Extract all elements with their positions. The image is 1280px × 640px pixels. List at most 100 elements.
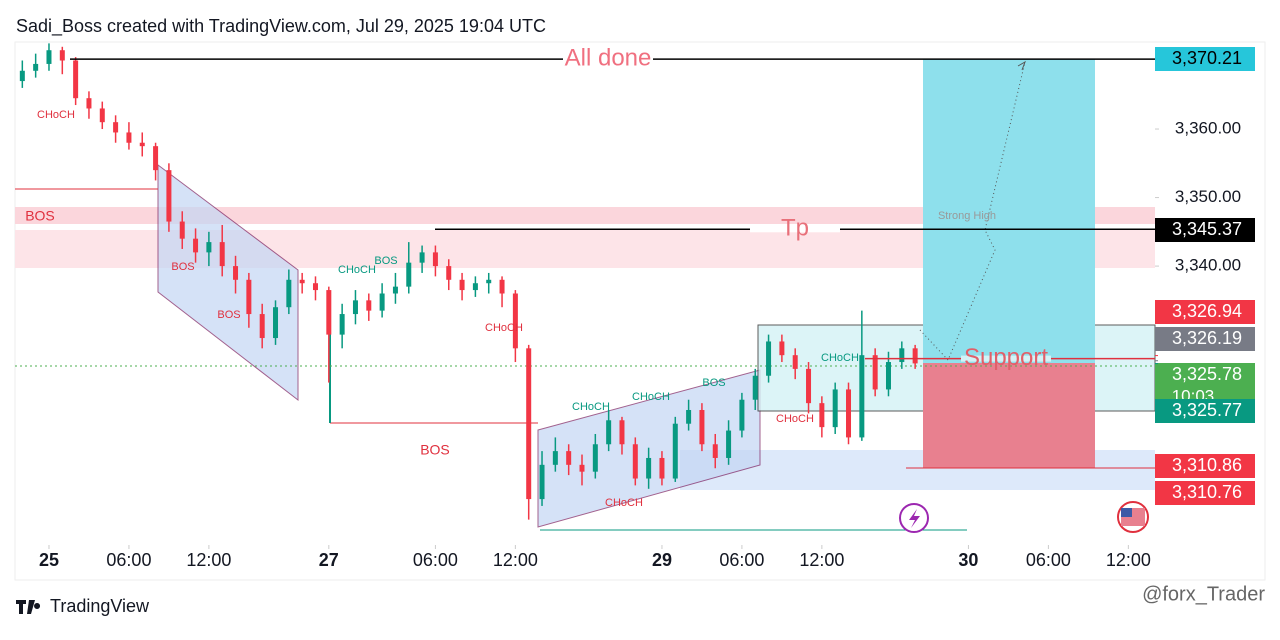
annotation: CHoCH	[632, 391, 670, 403]
x-tick-label: 12:00	[186, 550, 231, 570]
x-tick-label: 06:00	[106, 550, 151, 570]
candle-body	[912, 348, 918, 364]
y-tick-label: 3,360.00	[1175, 119, 1241, 138]
annotation: CHoCH	[338, 264, 376, 276]
price-label-bg	[1155, 218, 1255, 242]
price-label: 3,326.19	[1172, 328, 1242, 348]
price-label-bg	[1155, 481, 1255, 505]
candle-body	[312, 283, 318, 291]
candle-body	[286, 279, 292, 308]
candle-body	[19, 70, 25, 82]
channel	[157, 164, 299, 402]
x-tick-label: 06:00	[413, 550, 458, 570]
level-label: All done	[565, 44, 652, 71]
candle-body	[832, 389, 838, 428]
x-tick-label: 06:00	[1026, 550, 1071, 570]
candle-body	[486, 279, 492, 284]
stop-box	[923, 363, 1095, 468]
header: Sadi_Boss created with TradingView.com, …	[16, 16, 546, 37]
candle-body	[459, 279, 465, 291]
candle-body	[352, 300, 358, 315]
candle-body	[592, 444, 598, 472]
candle-body	[699, 409, 705, 445]
price-label-bg	[1155, 47, 1255, 71]
annotation: CHoCH	[821, 352, 859, 364]
annotation: BOS	[374, 255, 397, 267]
x-tick-label: 30	[958, 550, 978, 570]
x-tick-label: 06:00	[719, 550, 764, 570]
x-tick-label: 27	[319, 550, 339, 570]
price-label: 3,345.37	[1172, 219, 1242, 239]
candle-body	[446, 266, 452, 280]
candle-body	[552, 451, 558, 465]
candle-body	[366, 300, 372, 311]
candle-body	[273, 307, 279, 339]
candle-body	[419, 252, 425, 263]
candle-body	[33, 63, 39, 71]
price-label: 3,325.78	[1172, 364, 1242, 384]
candle-body	[872, 355, 878, 390]
candle-body	[233, 266, 239, 280]
candle-body	[579, 464, 585, 472]
candle-body	[619, 420, 625, 445]
candle-body	[726, 430, 732, 458]
candle-body	[59, 50, 65, 61]
level-gap	[563, 56, 653, 63]
level-gap	[961, 355, 1051, 362]
annotation: CHoCH	[572, 401, 610, 413]
candle-body	[406, 262, 412, 287]
price-label: 3,325.77	[1172, 400, 1242, 420]
candle-body	[632, 444, 638, 479]
annotation: BOS	[217, 309, 240, 321]
price-label: 3,310.86	[1172, 455, 1242, 475]
projection	[919, 61, 1026, 361]
candle-body	[686, 409, 692, 424]
level-gap	[750, 226, 840, 233]
candle-body	[99, 108, 105, 123]
candle-body	[139, 142, 145, 147]
candle-body	[739, 399, 745, 431]
candle-body	[792, 355, 798, 369]
candle-body	[246, 279, 252, 315]
candle-body	[606, 420, 612, 445]
candle-body	[392, 286, 398, 294]
candle-body	[899, 348, 905, 363]
candle-body	[512, 293, 518, 349]
candle-body	[526, 348, 532, 500]
candle-body	[885, 362, 891, 390]
candle-body	[379, 293, 385, 311]
candle-body	[659, 457, 665, 479]
candle-body	[326, 290, 332, 335]
candle-body	[46, 50, 52, 64]
x-tick-label: 12:00	[799, 550, 844, 570]
y-tick-label: 3,340.00	[1175, 256, 1241, 275]
annotation: Strong High	[938, 210, 996, 222]
candle-body	[299, 279, 305, 284]
candle-body	[712, 444, 718, 458]
price-label-bg	[1155, 454, 1255, 478]
target-box	[923, 59, 1095, 363]
level-label: Tp	[781, 215, 809, 242]
candle-body	[806, 368, 812, 404]
x-tick-label: 29	[652, 550, 672, 570]
price-label-bg	[1155, 399, 1255, 423]
frame	[14, 41, 1266, 581]
candle-body	[86, 98, 92, 109]
annotation: CHoCH	[485, 322, 523, 334]
candle-body	[259, 314, 265, 339]
candle-body	[752, 375, 758, 400]
candle-body	[73, 60, 79, 99]
annotation: CHoCH	[605, 497, 643, 509]
x-tick-label: 12:00	[493, 550, 538, 570]
candle-body	[846, 389, 852, 438]
candle-body	[153, 146, 159, 171]
candle-body	[766, 341, 772, 376]
watermark: @forx_Trader	[1142, 583, 1265, 605]
price-label-bg	[1155, 300, 1255, 324]
candle-body	[646, 457, 652, 479]
x-tick-label: 25	[39, 550, 59, 570]
price-label-bg	[1155, 327, 1255, 351]
candle-body	[432, 252, 438, 267]
drawings	[15, 59, 1156, 533]
